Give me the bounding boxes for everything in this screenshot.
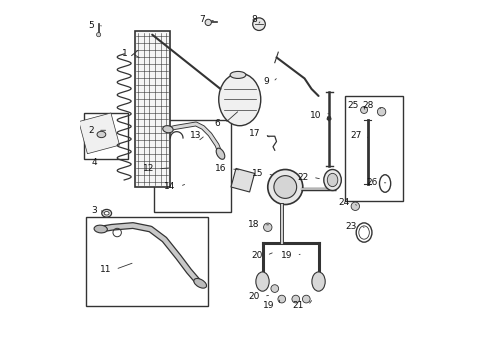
Ellipse shape [256, 272, 269, 291]
Bar [84, 113, 128, 159]
Text: 6: 6 [215, 119, 220, 128]
Ellipse shape [230, 71, 246, 78]
Ellipse shape [163, 126, 173, 133]
Text: 8: 8 [251, 15, 257, 24]
Text: 11: 11 [100, 265, 111, 274]
Text: 14: 14 [164, 182, 175, 191]
Ellipse shape [312, 272, 325, 291]
Text: 10: 10 [310, 111, 321, 120]
Text: 5: 5 [88, 21, 94, 30]
Bar [154, 121, 231, 212]
Bar [86, 217, 208, 306]
Circle shape [271, 285, 279, 292]
Ellipse shape [268, 170, 303, 204]
Text: 20: 20 [251, 251, 263, 260]
Ellipse shape [94, 225, 107, 233]
Circle shape [253, 18, 265, 31]
Text: 16: 16 [215, 164, 227, 173]
Text: 9: 9 [263, 77, 269, 86]
Text: 23: 23 [345, 222, 356, 231]
Circle shape [351, 202, 360, 211]
Circle shape [264, 223, 272, 231]
Text: 1: 1 [122, 49, 128, 58]
Text: 21: 21 [293, 301, 304, 310]
Text: 7: 7 [199, 15, 205, 24]
Text: 19: 19 [263, 301, 275, 310]
Text: 27: 27 [350, 131, 361, 140]
Circle shape [278, 295, 286, 303]
Text: 3: 3 [92, 206, 97, 215]
Text: 20: 20 [248, 292, 260, 301]
Text: 26: 26 [366, 178, 377, 187]
Text: 24: 24 [338, 198, 349, 207]
Ellipse shape [216, 148, 225, 159]
Ellipse shape [194, 279, 207, 288]
Ellipse shape [327, 174, 338, 186]
Circle shape [361, 107, 368, 113]
Text: 4: 4 [92, 158, 97, 167]
Bar [231, 168, 255, 192]
Text: 22: 22 [297, 173, 309, 182]
Ellipse shape [324, 170, 342, 190]
Text: 2: 2 [88, 126, 94, 135]
Text: 18: 18 [248, 220, 260, 229]
Text: 17: 17 [249, 129, 261, 138]
Circle shape [302, 295, 310, 303]
Bar [79, 113, 120, 154]
Circle shape [205, 19, 211, 26]
Ellipse shape [97, 131, 106, 138]
Text: 12: 12 [143, 164, 154, 173]
FancyArrow shape [327, 117, 331, 121]
Bar [135, 31, 170, 187]
Circle shape [292, 295, 299, 303]
Ellipse shape [104, 212, 109, 215]
Text: 13: 13 [190, 131, 201, 140]
Text: 28: 28 [363, 101, 374, 110]
Text: 15: 15 [252, 169, 263, 178]
Ellipse shape [219, 73, 261, 126]
Text: 25: 25 [347, 101, 359, 110]
Circle shape [97, 32, 101, 37]
Text: 19: 19 [281, 251, 292, 260]
Bar [345, 96, 403, 201]
Ellipse shape [274, 176, 296, 198]
Circle shape [377, 108, 386, 116]
Ellipse shape [102, 210, 112, 217]
